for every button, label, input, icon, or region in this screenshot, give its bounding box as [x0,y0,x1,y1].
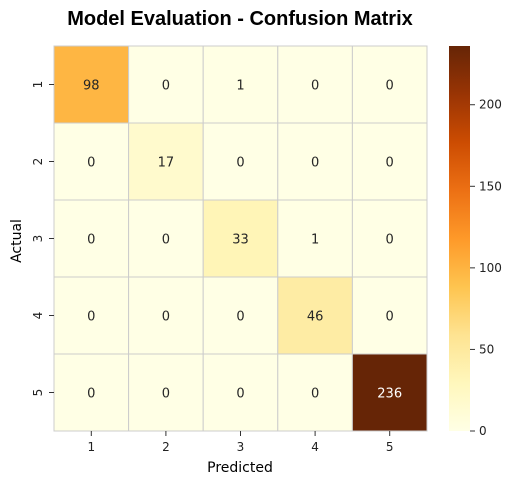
heatmap-cell [351,122,428,201]
colorbar-tick-label: 200 [479,98,502,112]
cell-value-label: 17 [158,156,175,171]
y-tick-label: 2 [31,158,45,166]
y-axis-label: Actual [9,219,25,263]
heatmap-cell [202,122,279,201]
heatmap-cell [351,45,428,124]
heatmap-cell [351,199,428,278]
heatmap-cell [277,199,353,278]
heatmap-cell [128,353,204,432]
colorbar-tick-label: 50 [479,342,494,356]
cell-value-label: 0 [236,387,244,402]
cell-value-label: 46 [307,310,324,325]
y-axis-ticks: 1 2 3 4 5 [31,81,54,397]
cell-value-label: 0 [311,156,319,171]
colorbar-tick-label: 0 [479,424,487,438]
cell-value-label: 0 [236,310,244,325]
heatmap-cell [53,122,130,201]
cell-value-label: 0 [87,233,95,248]
cell-value-label: 0 [162,233,170,248]
cell-value-label: 1 [311,233,319,248]
x-tick-label: 5 [386,440,394,454]
colorbar-ticks: 0 50 100 150 200 [470,98,502,438]
heatmap-cell [277,276,353,355]
heatmap-cell [202,276,279,355]
heatmap-cell [202,45,279,124]
heatmap-cells: 98 0 1 0 0 0 17 0 0 0 0 0 33 1 0 0 0 0 46 0 0 0 0 0 236 [53,45,428,432]
x-axis-ticks: 1 2 3 4 5 [87,431,394,454]
colorbar-tick-label: 100 [479,261,502,275]
cell-value-label: 0 [87,156,95,171]
heatmap-cell [128,199,204,278]
cell-value-label: 98 [83,79,100,94]
heatmap-cell [202,353,279,432]
cell-value-label: 33 [232,233,249,248]
x-tick-label: 4 [311,440,319,454]
heatmap-cell [128,276,204,355]
heatmap-cell [53,45,130,124]
colorbar-tick-label: 150 [479,179,502,193]
chart-title: Model Evaluation - Confusion Matrix [67,8,413,30]
cell-value-label: 0 [162,387,170,402]
cell-value-label: 0 [87,387,95,402]
y-tick-label: 5 [31,389,45,397]
x-tick-label: 2 [162,440,170,454]
cell-value-label: 0 [386,156,394,171]
cell-value-label: 0 [386,79,394,94]
cell-value-label: 0 [386,233,394,248]
y-tick-label: 1 [31,81,45,89]
cell-value-label: 0 [236,156,244,171]
cell-value-label: 0 [386,310,394,325]
x-tick-label: 1 [87,440,95,454]
heatmap-cell [202,199,279,278]
cell-value-label: 0 [162,310,170,325]
cell-value-label: 0 [162,79,170,94]
cell-value-label: 0 [311,387,319,402]
y-tick-label: 4 [31,312,45,320]
x-tick-label: 3 [237,440,245,454]
cell-value-label: 1 [236,79,244,94]
heatmap-cell [128,45,204,124]
colorbar [449,46,470,431]
x-axis-label: Predicted [207,460,273,476]
heatmap-cell [351,276,428,355]
cell-value-label: 236 [377,387,402,402]
y-tick-label: 3 [31,235,45,243]
heatmap-cell [277,45,353,124]
heatmap-cell [351,353,428,432]
cell-value-label: 0 [311,79,319,94]
cell-value-label: 0 [87,310,95,325]
heatmap-cell [53,353,130,432]
